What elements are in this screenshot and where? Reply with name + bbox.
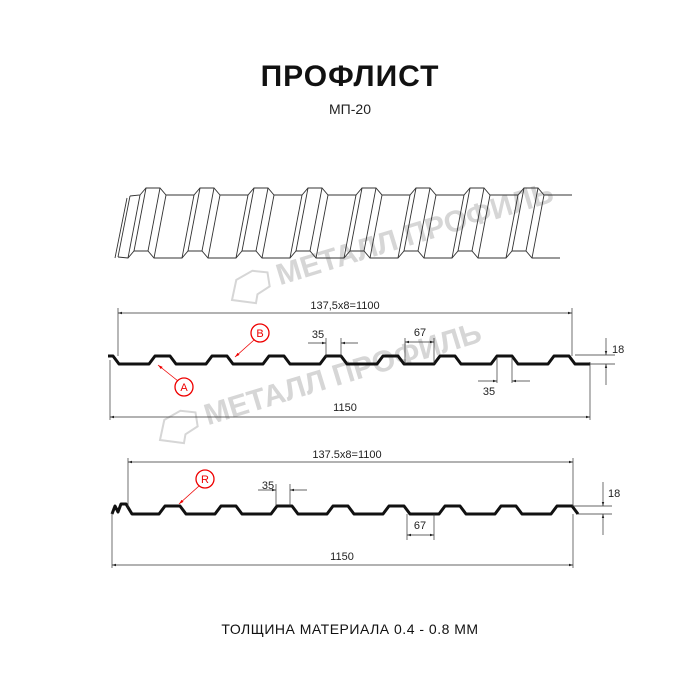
marker-a: A bbox=[157, 364, 194, 397]
profile-2: 137.5x8=1100 1150 35 67 18 R bbox=[110, 449, 620, 568]
pitch-label-2: 137.5x8=1100 bbox=[312, 449, 381, 461]
pitch-label: 137,5x8=1100 bbox=[310, 300, 379, 312]
height-label: 18 bbox=[612, 344, 624, 356]
lower-width-label: 35 bbox=[483, 386, 495, 398]
top-width-label: 35 bbox=[312, 329, 324, 341]
marker-r: R bbox=[178, 469, 215, 505]
height-label-2: 18 bbox=[608, 488, 620, 500]
marker-b: B bbox=[234, 323, 270, 358]
width-label-2: 1150 bbox=[330, 551, 354, 563]
top-width-label-2: 35 bbox=[262, 480, 274, 492]
bottom-width-label: 67 bbox=[414, 327, 426, 339]
watermark-1: МЕТАЛЛ ПРОФИЛЬ bbox=[230, 176, 557, 305]
sheet-3d-view bbox=[114, 187, 572, 259]
width-label: 1150 bbox=[333, 402, 357, 414]
profile-2-outline bbox=[110, 502, 580, 516]
bottom-width-label-2: 67 bbox=[414, 520, 426, 532]
material-thickness-note: ТОЛЩИНА МАТЕРИАЛА 0.4 - 0.8 ММ bbox=[221, 621, 479, 637]
marker-b-label: B bbox=[256, 328, 263, 340]
profile-1-outline bbox=[108, 354, 590, 366]
page-title: ПРОФЛИСТ bbox=[260, 60, 440, 93]
marker-r-label: R bbox=[201, 474, 209, 486]
page-subtitle: МП-20 bbox=[329, 101, 371, 117]
watermark-text: МЕТАЛЛ ПРОФИЛЬ bbox=[200, 316, 485, 432]
marker-a-label: A bbox=[180, 382, 188, 394]
profile-1: 137,5x8=1100 1150 35 67 35 18 B A bbox=[108, 300, 624, 420]
